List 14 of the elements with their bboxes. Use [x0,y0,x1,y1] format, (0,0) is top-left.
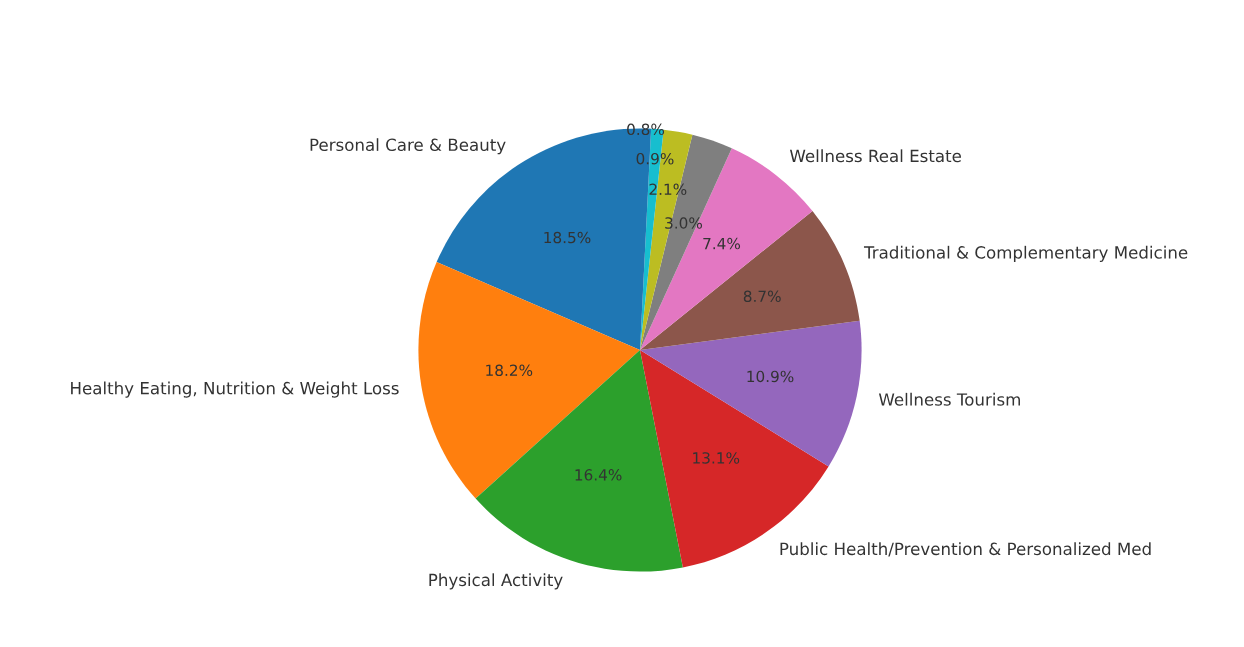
slice-label: Public Health/Prevention & Personalized Med [780,542,1151,557]
data-label: 10.9% [747,370,794,383]
data-label: 13.1% [693,452,740,464]
slice-label: Wellness Real Estate [789,149,961,163]
slice-label: Wellness Tourism [878,392,1020,406]
slice-label: Physical Activity [429,573,563,590]
data-label: 7.4% [703,237,741,250]
data-label: 18.2% [486,364,533,377]
slice-label: Traditional & Complementary Medicine [863,245,1188,262]
data-label: 16.4% [575,469,622,481]
slice-label: Healthy Eating, Nutrition & Weight Loss [71,381,399,398]
data-label: 18.5% [544,231,591,244]
data-label: 8.7% [743,290,781,303]
slice-label: Personal Care & Beauty [310,138,506,155]
